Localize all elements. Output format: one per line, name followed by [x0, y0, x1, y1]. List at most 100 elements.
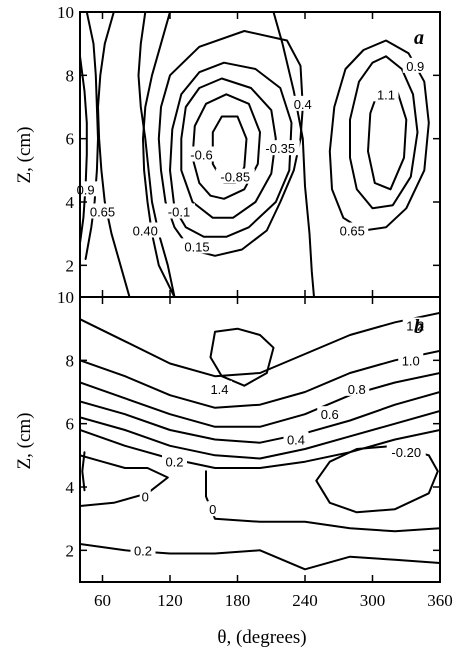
panel-b-contour-label-bg	[317, 406, 343, 422]
panel-a-contour-label-bg	[129, 222, 162, 238]
panel-b-x-tick-label: 120	[157, 591, 183, 610]
panel-a-contour-line	[191, 93, 261, 200]
panel-a-y-tick-label: 10	[57, 3, 74, 22]
panel-b-contour-label: 0.2	[134, 543, 152, 558]
panel-a-contour-label-bg	[163, 203, 195, 219]
panel-b-frame	[79, 296, 441, 583]
panel-a: 0.9 0.65 0.40 -0.1 0.15 -0.6 -0.85 -0.35 0.4 0.9 1…	[14, 3, 441, 298]
panel-a-contour-label-bg	[185, 146, 218, 162]
panel-b-letter: b	[414, 316, 424, 338]
panel-a-contour-line	[97, 12, 131, 297]
panel-b-contour-line	[209, 327, 275, 387]
panel-a-contour-line	[272, 12, 315, 297]
panel-b-contour-line	[80, 391, 440, 444]
panel-b-ticks	[80, 296, 441, 582]
panel-a-frame	[79, 11, 441, 298]
panel-b-contours	[80, 311, 440, 571]
panel-b-contour-label-bg	[207, 501, 219, 517]
panel-b-contour-label-bg	[139, 488, 151, 504]
panel-b-contour-label-bg	[130, 542, 156, 558]
panel-b-x-tick-label: 240	[292, 591, 318, 610]
panel-a-contour-line	[180, 77, 277, 219]
panel-a-contour-label: 0.65	[340, 224, 365, 239]
panel-a-y-tick-label: 2	[66, 256, 75, 275]
panel-a-contour-label-bg	[86, 203, 119, 219]
panel-b-contour-line	[205, 470, 440, 533]
panel-a-contour-label: -0.85	[220, 170, 250, 185]
panel-b-y-tick-labels: 2 4 6 8 10	[57, 288, 75, 560]
panel-a-contour-label: 0.9	[77, 182, 95, 197]
panel-b: 1.2 1.4 1.0 0.8 0.6 0.4 0.2 -0.20 0 0 0.2 2 4 6 8 10 6…	[14, 288, 453, 648]
panel-a-y-tick-label: 6	[66, 130, 75, 149]
panel-b-contour-line	[80, 410, 440, 460]
panel-b-y-tick-label: 8	[66, 351, 75, 370]
panel-a-contour-label: -0.6	[190, 148, 212, 163]
panel-a-contour-line	[367, 87, 408, 191]
panel-a-contour-label: 0.9	[406, 59, 424, 74]
panel-b-contour-label-bg	[162, 453, 187, 469]
panel-b-contour-line	[80, 429, 440, 469]
panel-b-y-tick-label: 10	[57, 288, 74, 307]
panel-b-contour-label-bg	[283, 431, 309, 447]
panel-b-contour-line	[80, 311, 440, 378]
panel-b-y-axis-title: Z, (cm)	[14, 413, 35, 470]
panel-a-contour-line	[142, 12, 176, 297]
panel-a-y-tick-labels: 2 4 6 8 10	[57, 3, 75, 275]
panel-b-contour-label-bg	[402, 317, 428, 333]
panel-a-contour-label: 0.65	[90, 205, 115, 220]
panel-a-contour-label-bg	[290, 95, 316, 111]
panel-b-contour-labels: 1.2 1.4 1.0 0.8 0.6 0.4 0.2 -0.20 0 0 0.2	[130, 317, 428, 558]
panel-a-y-axis-title: Z, (cm)	[14, 127, 35, 184]
panel-a-ticks	[80, 11, 441, 297]
panel-a-contour-line	[84, 12, 99, 260]
panel-a-contour-label: -0.1	[168, 205, 190, 220]
panel-b-x-tick-label: 60	[94, 591, 111, 610]
panel-b-contour-label-bg	[398, 352, 424, 368]
panel-b-contour-line	[80, 372, 440, 428]
panel-a-contour-label: 1.1	[377, 87, 395, 102]
panel-b-contour-line	[315, 444, 439, 514]
panel-a-letter: a	[414, 27, 424, 49]
panel-a-contour-label-bg	[402, 57, 428, 73]
panel-b-contour-label: 0	[209, 502, 216, 517]
panel-b-contour-label-bg	[386, 444, 426, 460]
panel-b-contour-label: 1.0	[402, 353, 420, 368]
panel-b-contour-label: -0.20	[391, 445, 421, 460]
panel-b-contour-label: 0.8	[348, 382, 366, 397]
panel-b-x-tick-labels: 60 120 180 240 300 360	[94, 591, 453, 610]
panel-a-contour-label-bg	[215, 168, 255, 184]
panel-a-contour-label-bg	[373, 86, 399, 102]
panel-b-contour-label-bg	[207, 380, 232, 396]
panel-a-contour-line	[137, 12, 176, 297]
panel-b-contour-label: 0.6	[321, 407, 339, 422]
panel-b-y-tick-label: 2	[66, 541, 75, 560]
panel-b-contour-line	[81, 451, 86, 492]
panel-b-contour-line	[80, 349, 440, 409]
panel-b-x-tick-label: 360	[427, 591, 453, 610]
panel-a-contour-label-bg	[260, 140, 300, 156]
panel-b-contour-label: 1.2	[406, 319, 424, 334]
panel-a-y-tick-label: 4	[66, 193, 75, 212]
panel-b-contour-label: 1.4	[210, 382, 228, 397]
panel-b-contour-label: 0.4	[287, 433, 305, 448]
panel-a-contour-label-bg	[336, 222, 369, 238]
panel-b-contour-line	[80, 454, 169, 507]
panel-b-y-tick-label: 6	[66, 415, 75, 434]
panel-a-contour-line	[80, 55, 88, 245]
panel-b-contour-label: 0.2	[165, 455, 183, 470]
panel-a-contour-label: -0.35	[265, 141, 295, 156]
panel-b-x-tick-label: 180	[225, 591, 251, 610]
panel-a-contour-label: 0.4	[294, 97, 312, 112]
panel-a-y-tick-label: 8	[66, 66, 75, 85]
panel-b-contour-label: 0	[142, 490, 149, 505]
panel-b-y-tick-label: 4	[66, 478, 75, 497]
panel-b-contour-label-bg	[344, 380, 370, 396]
x-axis-title: θ, (degrees)	[217, 627, 306, 648]
panel-a-contour-label: 0.15	[184, 239, 209, 254]
panel-a-contour-line	[349, 55, 419, 210]
panel-b-x-tick-label: 300	[360, 591, 386, 610]
panel-a-contour-label: 0.40	[133, 224, 158, 239]
panel-a-contour-label-bg	[181, 238, 213, 254]
panel-a-contours	[80, 12, 430, 297]
